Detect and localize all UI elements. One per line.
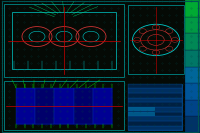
Bar (128, 112, 182, 116)
Bar (128, 107, 155, 111)
Bar (16, 88, 35, 124)
Bar (185, 66, 200, 83)
Bar (128, 98, 182, 102)
Bar (185, 0, 200, 17)
Bar (16, 88, 112, 124)
Bar (128, 112, 155, 116)
Bar (185, 83, 200, 100)
Bar (4, 4, 124, 77)
Bar (128, 116, 182, 121)
Bar (185, 50, 200, 66)
Bar (12, 12, 116, 69)
Bar (35, 88, 54, 124)
Bar (4, 81, 124, 130)
Bar (185, 100, 200, 116)
Bar (128, 88, 182, 93)
Bar (128, 84, 182, 88)
Bar (128, 102, 182, 107)
Bar (185, 17, 200, 33)
Bar (74, 88, 93, 124)
Bar (185, 116, 200, 133)
Bar (128, 5, 184, 74)
Bar (54, 88, 74, 124)
Bar (93, 88, 112, 124)
Bar (128, 93, 182, 98)
Bar (128, 107, 182, 112)
Bar (128, 121, 182, 126)
Bar (128, 126, 182, 130)
Bar (128, 84, 182, 130)
Bar (185, 33, 200, 50)
